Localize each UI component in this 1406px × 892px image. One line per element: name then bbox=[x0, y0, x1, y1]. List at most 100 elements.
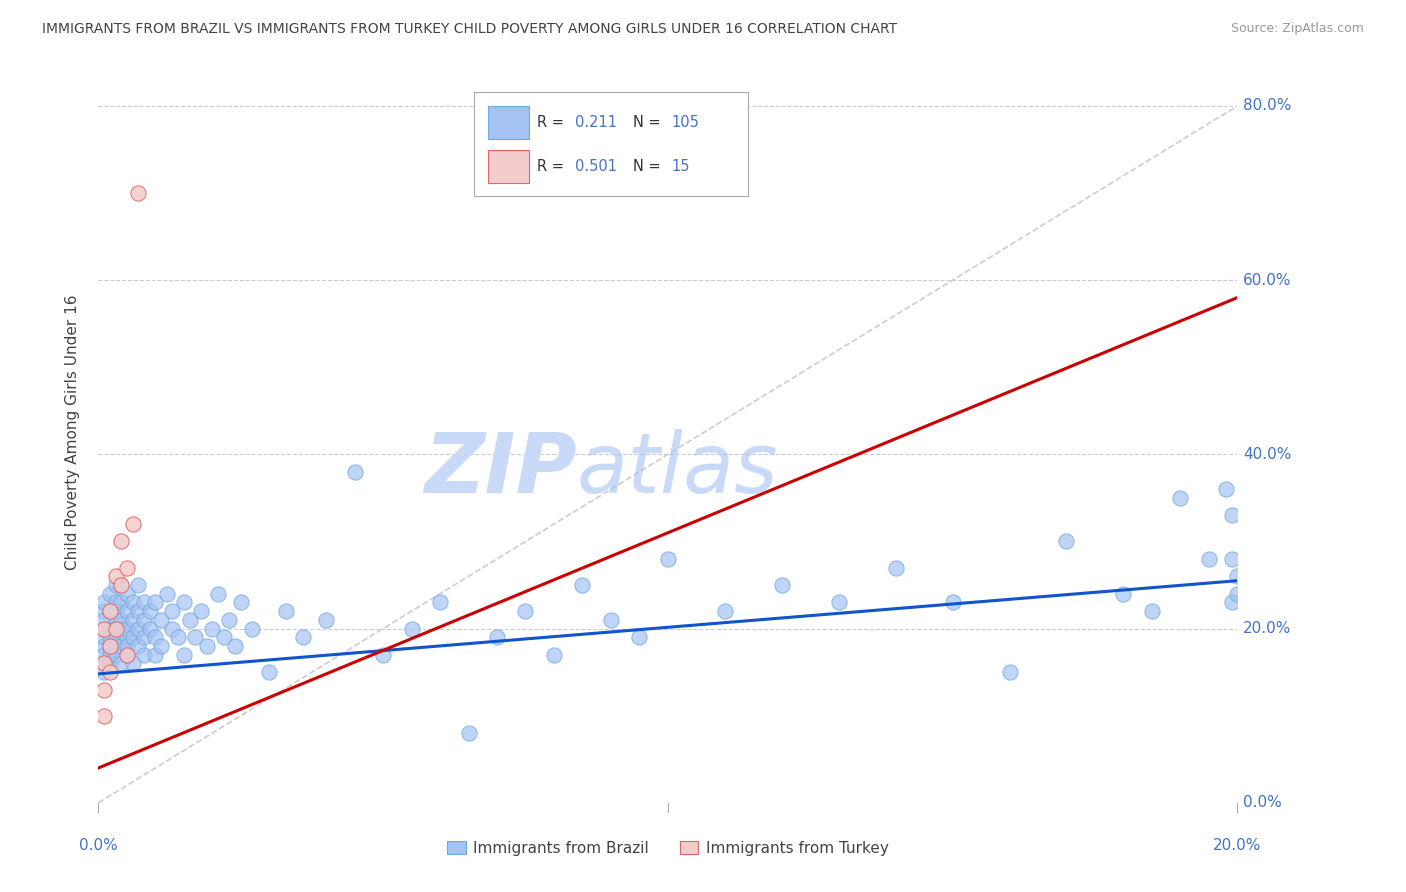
Text: 20.0%: 20.0% bbox=[1213, 838, 1261, 853]
Point bbox=[162, 622, 184, 636]
Point bbox=[1140, 604, 1163, 618]
Point bbox=[98, 604, 121, 618]
Point bbox=[98, 622, 121, 636]
Text: atlas: atlas bbox=[576, 429, 779, 510]
Point bbox=[884, 560, 907, 574]
Point bbox=[127, 622, 149, 636]
Point bbox=[1056, 534, 1078, 549]
Point bbox=[212, 630, 235, 644]
Text: ZIP: ZIP bbox=[425, 429, 576, 510]
Point bbox=[115, 639, 138, 653]
Point bbox=[121, 630, 143, 644]
Text: IMMIGRANTS FROM BRAZIL VS IMMIGRANTS FROM TURKEY CHILD POVERTY AMONG GIRLS UNDER: IMMIGRANTS FROM BRAZIL VS IMMIGRANTS FRO… bbox=[42, 22, 897, 37]
Point bbox=[104, 648, 127, 662]
Point bbox=[201, 622, 224, 636]
Point bbox=[600, 613, 623, 627]
Point bbox=[104, 569, 127, 583]
Point bbox=[315, 613, 337, 627]
Point bbox=[104, 622, 127, 636]
Point bbox=[104, 578, 127, 592]
Point bbox=[93, 648, 115, 662]
Point bbox=[115, 560, 138, 574]
Point bbox=[121, 517, 143, 532]
Text: 0.0%: 0.0% bbox=[1243, 796, 1282, 810]
Point bbox=[150, 613, 173, 627]
Point bbox=[173, 648, 195, 662]
Point bbox=[98, 648, 121, 662]
Point bbox=[98, 630, 121, 644]
Point bbox=[224, 639, 246, 653]
Point bbox=[184, 630, 207, 644]
Point bbox=[343, 465, 366, 479]
Point bbox=[127, 186, 149, 200]
Point bbox=[104, 622, 127, 636]
Legend: Immigrants from Brazil, Immigrants from Turkey: Immigrants from Brazil, Immigrants from … bbox=[441, 835, 894, 862]
Text: 0.0%: 0.0% bbox=[79, 838, 118, 853]
Point bbox=[138, 622, 160, 636]
Point bbox=[93, 708, 115, 723]
Point bbox=[132, 648, 155, 662]
Point bbox=[457, 726, 479, 740]
Point bbox=[998, 665, 1021, 680]
Point bbox=[276, 604, 298, 618]
Point bbox=[93, 657, 115, 671]
Point bbox=[1226, 569, 1249, 583]
Point bbox=[195, 639, 218, 653]
Point bbox=[150, 639, 173, 653]
Point bbox=[110, 578, 132, 592]
Point bbox=[145, 630, 167, 644]
Point bbox=[1226, 587, 1249, 601]
Point bbox=[132, 630, 155, 644]
Point bbox=[93, 622, 115, 636]
Point bbox=[1220, 508, 1243, 523]
Point bbox=[179, 613, 201, 627]
Point bbox=[98, 657, 121, 671]
Point bbox=[401, 622, 423, 636]
Point bbox=[190, 604, 212, 618]
Point bbox=[93, 682, 115, 697]
Point bbox=[127, 604, 149, 618]
Point bbox=[110, 613, 132, 627]
Point bbox=[1112, 587, 1135, 601]
Point bbox=[1220, 595, 1243, 609]
Point bbox=[93, 665, 115, 680]
Text: 40.0%: 40.0% bbox=[1243, 447, 1291, 462]
Point bbox=[429, 595, 451, 609]
Point bbox=[207, 587, 229, 601]
Point bbox=[145, 648, 167, 662]
Point bbox=[1220, 552, 1243, 566]
Point bbox=[115, 648, 138, 662]
Point bbox=[110, 639, 132, 653]
Point bbox=[259, 665, 281, 680]
Point bbox=[115, 587, 138, 601]
Text: 60.0%: 60.0% bbox=[1243, 273, 1292, 288]
Point bbox=[93, 622, 115, 636]
Point bbox=[115, 604, 138, 618]
Point bbox=[104, 613, 127, 627]
Point bbox=[628, 630, 651, 644]
Point bbox=[98, 665, 121, 680]
Point bbox=[828, 595, 851, 609]
Point bbox=[110, 622, 132, 636]
Point bbox=[1170, 491, 1192, 505]
Point bbox=[515, 604, 537, 618]
Point bbox=[121, 657, 143, 671]
Point bbox=[1215, 482, 1237, 496]
Point bbox=[132, 613, 155, 627]
Point bbox=[229, 595, 252, 609]
Point bbox=[373, 648, 395, 662]
Point bbox=[1198, 552, 1220, 566]
Point bbox=[121, 595, 143, 609]
Point bbox=[98, 604, 121, 618]
Y-axis label: Child Poverty Among Girls Under 16: Child Poverty Among Girls Under 16 bbox=[65, 295, 80, 570]
Point bbox=[115, 630, 138, 644]
Text: 80.0%: 80.0% bbox=[1243, 98, 1291, 113]
Point bbox=[115, 622, 138, 636]
Point bbox=[115, 648, 138, 662]
Point bbox=[543, 648, 565, 662]
Text: Source: ZipAtlas.com: Source: ZipAtlas.com bbox=[1230, 22, 1364, 36]
Point bbox=[173, 595, 195, 609]
Point bbox=[93, 657, 115, 671]
Point bbox=[93, 639, 115, 653]
Point bbox=[121, 613, 143, 627]
